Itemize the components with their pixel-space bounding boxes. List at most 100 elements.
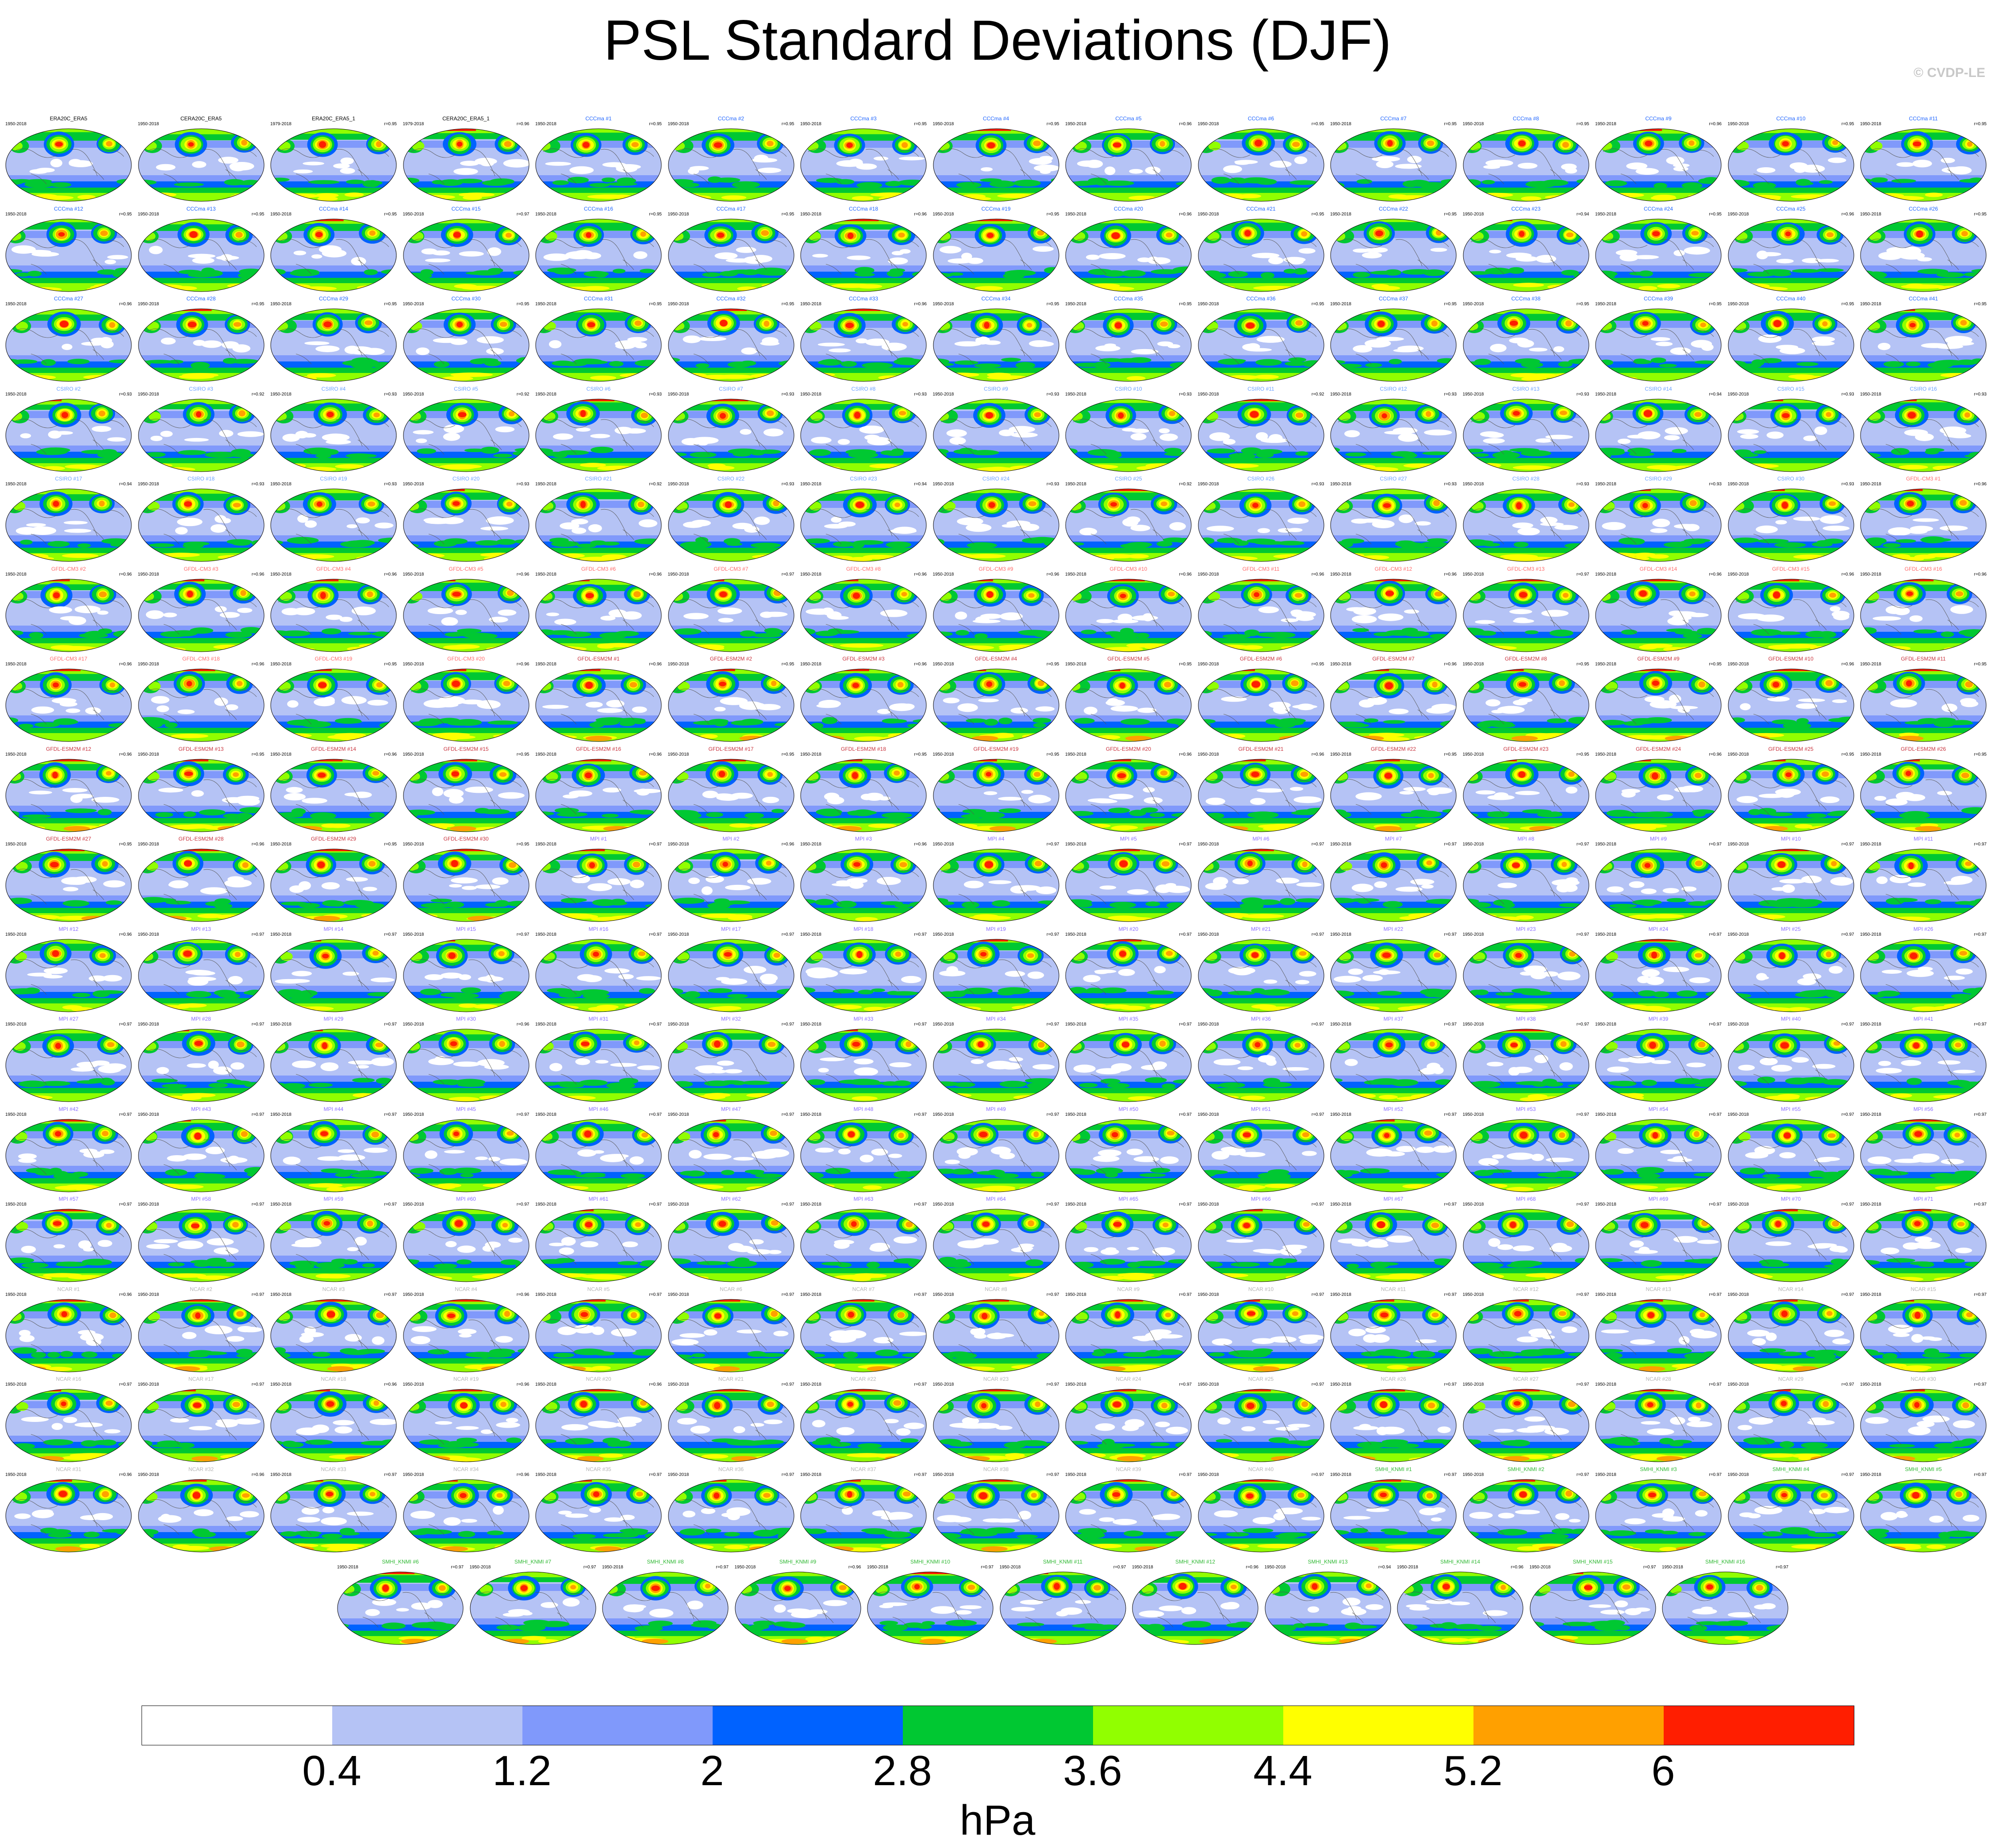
panel-pattern-correlation: r=0.95 [384,662,397,667]
panel-title: SMHI_KNMI #13 [1308,1559,1348,1565]
panel-title: MPI #27 [58,1016,79,1022]
map-plot [668,308,794,382]
panel-years: 1979-2018 [270,122,292,127]
map-panel: NCAR #26 1950-2018 r=0.97 [1329,1375,1458,1463]
panel-title: NCAR #13 [1646,1286,1671,1292]
map-panel: CCCma #5 1950-2018 r=0.96 [1064,114,1193,203]
map-plot [1463,1479,1589,1552]
panel-years: 1950-2018 [1595,302,1616,307]
map-holder [269,127,398,203]
map-holder [1859,1298,1987,1373]
page-title: PSL Standard Deviations (DJF) [603,9,1392,72]
map-holder [1462,668,1590,743]
map-plot [1330,1119,1457,1192]
map-plot [668,1389,794,1462]
panel-title: CCCma #36 [1246,296,1276,302]
map-holder [269,1118,398,1193]
map-panel: NCAR #36 1950-2018 r=0.97 [667,1465,795,1553]
panel-title: MPI #19 [986,926,1006,932]
panel-title: MPI #21 [1251,926,1271,932]
panel-title: NCAR #12 [1513,1286,1539,1292]
panel-years: 1950-2018 [138,302,159,307]
panel-title: MPI #58 [191,1196,211,1202]
colorbar-box [522,1706,713,1745]
map-plot [270,669,397,742]
panel-years: 1950-2018 [1330,122,1351,127]
map-panel: GFDL-CM3 #3 1950-2018 r=0.96 [137,565,265,653]
panel-pattern-correlation: r=0.95 [1974,211,1987,217]
panel-pattern-correlation: r=0.97 [1179,932,1192,937]
map-panel: NCAR #22 1950-2018 r=0.97 [799,1375,928,1463]
map-holder [1197,1298,1325,1373]
map-panel: NCAR #6 1950-2018 r=0.97 [667,1285,795,1373]
panel-title: CCCma #7 [1380,115,1407,122]
map-holder [4,1388,133,1463]
map-plot [1132,1571,1258,1645]
map-plot [5,759,132,832]
panel-years: 1950-2018 [1197,122,1219,127]
map-holder [4,218,133,293]
map-panel: NCAR #37 1950-2018 r=0.97 [799,1465,928,1553]
panel-pattern-correlation: r=0.97 [1709,1472,1722,1477]
map-panel: CSIRO #5 1950-2018 r=0.92 [402,384,530,473]
panel-years: 1950-2018 [535,1292,556,1297]
map-plot [1860,849,1987,922]
panel-years: 1950-2018 [1727,932,1749,937]
panel-pattern-correlation: r=0.96 [1511,1565,1523,1570]
map-panel: CCCma #24 1950-2018 r=0.95 [1594,204,1723,293]
map-plot [1728,939,1854,1012]
map-panel: GFDL-CM3 #11 1950-2018 r=0.96 [1197,565,1325,653]
map-holder [137,758,265,833]
panel-pattern-correlation: r=0.95 [1046,122,1059,127]
panel-years: 1950-2018 [403,302,424,307]
panel-pattern-correlation: r=0.92 [1311,392,1324,397]
map-plot [1860,128,1987,202]
map-panel: NCAR #14 1950-2018 r=0.97 [1727,1285,1855,1373]
panel-pattern-correlation: r=0.93 [1179,392,1192,397]
panel-years: 1950-2018 [1065,932,1086,937]
map-plot [1595,1029,1722,1102]
map-panel: CCCma #9 1950-2018 r=0.96 [1594,114,1723,203]
map-panel: CCCma #38 1950-2018 r=0.95 [1462,294,1590,383]
panel-years: 1950-2018 [1065,302,1086,307]
panel-title: CCCma #32 [716,296,746,302]
map-plot [1000,1571,1126,1645]
map-panel: SMHI_KNMI #4 1950-2018 r=0.97 [1727,1465,1855,1553]
map-panel: GFDL-CM3 #10 1950-2018 r=0.96 [1064,565,1193,653]
panel-pattern-correlation: r=0.93 [384,482,397,487]
map-plot [668,849,794,922]
map-holder [269,578,398,653]
map-plot [1198,1029,1324,1102]
map-plot [270,308,397,382]
map-holder [137,488,265,563]
map-holder [4,1118,133,1193]
map-plot [1463,849,1589,922]
panel-title: NCAR #23 [983,1376,1009,1382]
map-plot [270,1209,397,1282]
map-panel: CSIRO #23 1950-2018 r=0.94 [799,474,928,563]
map-plot [800,1479,927,1552]
panel-title: CCCma #12 [54,205,84,212]
map-plot [1265,1571,1391,1645]
map-panel: MPI #63 1950-2018 r=0.97 [799,1195,928,1283]
panel-years: 1950-2018 [1065,482,1086,487]
panel-pattern-correlation: r=0.95 [1709,662,1722,667]
panel-pattern-correlation: r=0.95 [384,122,397,127]
panel-years: 1950-2018 [1330,482,1351,487]
map-panel: CCCma #34 1950-2018 r=0.95 [932,294,1060,383]
panel-years: 1950-2018 [1595,932,1616,937]
map-plot [668,1209,794,1282]
map-plot [1065,939,1192,1012]
map-holder [269,488,398,563]
panel-title: MPI #69 [1648,1196,1669,1202]
colorbar-tick-label: 5.2 [1443,1747,1503,1794]
map-panel: NCAR #4 1950-2018 r=0.96 [402,1285,530,1373]
panel-years: 1950-2018 [1330,842,1351,847]
panel-pattern-correlation: r=0.96 [251,662,265,667]
panel-pattern-correlation: r=0.97 [1444,842,1457,847]
map-plot [668,759,794,832]
map-holder [1197,218,1325,293]
map-plot [337,1571,464,1645]
panel-title: MPI #5 [1120,836,1137,842]
panel-years: 1950-2018 [1595,842,1616,847]
